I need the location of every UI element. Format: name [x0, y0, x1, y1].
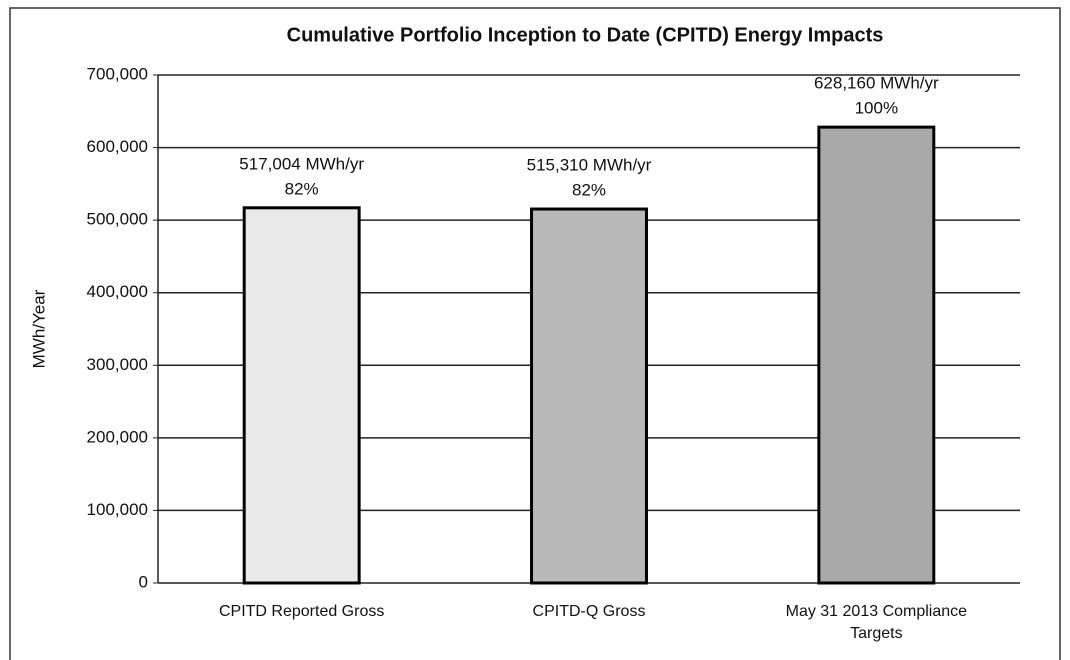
y-tick-label: 200,000: [87, 427, 148, 446]
x-tick-label: CPITD-Q Gross: [533, 603, 646, 620]
value-label: 515,310 MWh/yr: [527, 156, 652, 175]
y-tick-label: 100,000: [87, 500, 148, 519]
chart-title: Cumulative Portfolio Inception to Date (…: [287, 24, 884, 46]
chart-frame: [9, 7, 1061, 660]
value-label: 517,004 MWh/yr: [239, 154, 364, 173]
share-label: 100%: [855, 99, 898, 118]
bar: [242, 206, 361, 585]
y-axis-label: MWh/Year: [29, 289, 48, 368]
y-tick-label: 600,000: [87, 137, 148, 156]
x-tick-label: May 31 2013 Compliance Targets: [786, 603, 968, 642]
value-label: 628,160 MWh/yr: [814, 74, 939, 93]
share-label: 82%: [572, 181, 606, 200]
y-tick-label: 400,000: [87, 282, 148, 301]
bar: [817, 125, 936, 585]
y-tick-label: 700,000: [87, 64, 148, 83]
y-tick-label: 500,000: [87, 210, 148, 229]
bar: [530, 207, 648, 585]
y-tick-label: 0: [139, 572, 148, 591]
share-label: 82%: [285, 179, 319, 198]
x-tick-label: CPITD Reported Gross: [219, 603, 384, 620]
y-tick-label: 300,000: [87, 355, 148, 374]
